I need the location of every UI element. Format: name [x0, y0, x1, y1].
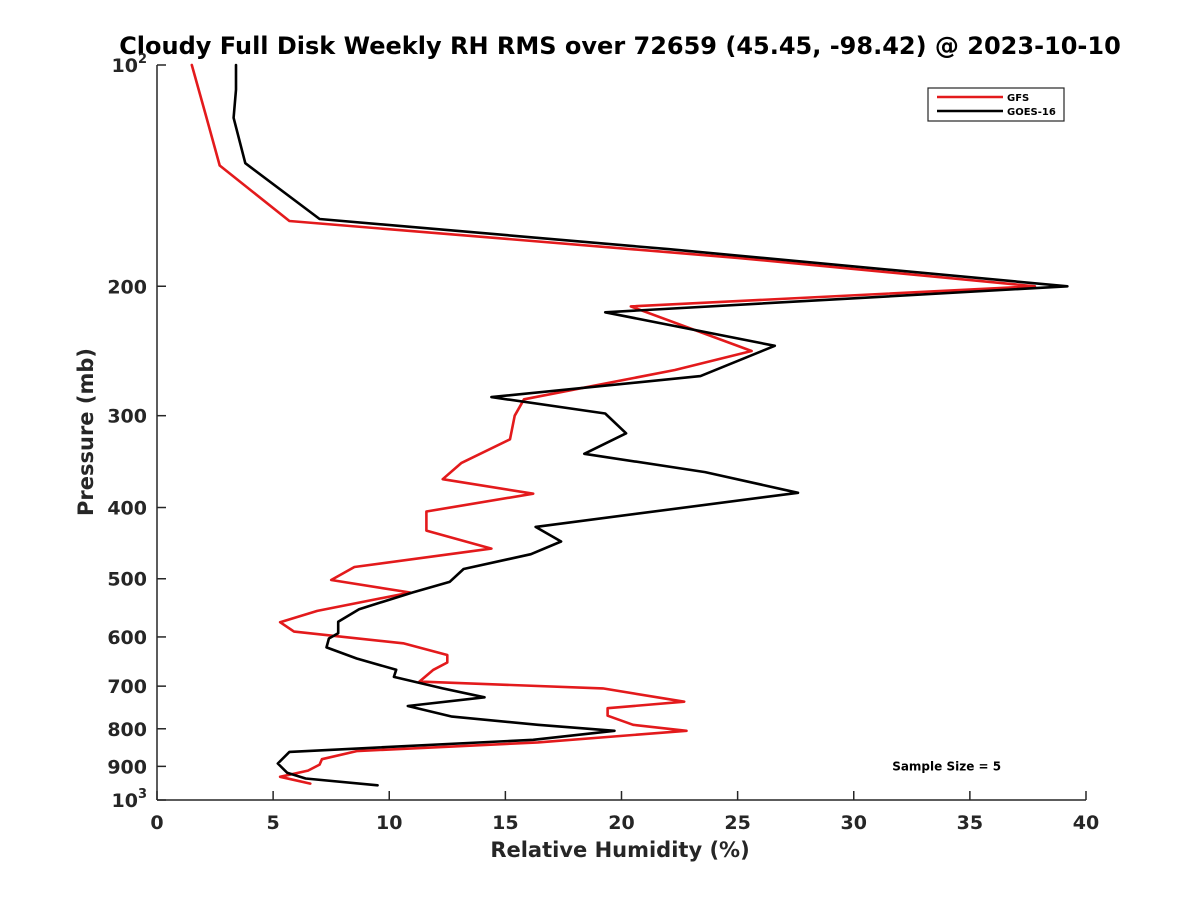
legend-label: GOES-16	[1007, 107, 1056, 118]
x-tick-label: 5	[267, 812, 280, 834]
y-tick-exponent: 3	[138, 787, 147, 802]
y-tick-label: 102	[112, 52, 148, 77]
y-tick-label: 900	[107, 756, 147, 778]
x-tick-label: 20	[608, 812, 634, 834]
x-tick-label: 35	[957, 812, 983, 834]
x-axis-label: Relative Humidity (%)	[490, 838, 749, 862]
y-tick-label: 500	[107, 569, 147, 591]
x-tick-label: 25	[724, 812, 750, 834]
series-line-goes-16	[232, 63, 1069, 787]
y-axis-label: Pressure (mb)	[74, 348, 98, 516]
x-tick-label: 40	[1073, 812, 1099, 834]
x-tick-label: 15	[492, 812, 518, 834]
y-tick-label: 700	[107, 676, 147, 698]
y-tick-label: 600	[107, 627, 147, 649]
axes: 0 5 10 15 20 25 30 35 40 102 200 300 400 500 600 700 800…	[107, 52, 1099, 834]
legend-box	[927, 87, 1065, 122]
y-tick-exponent: 2	[138, 52, 147, 67]
annotations: Sample Size = 5	[892, 759, 1001, 773]
y-tick-label: 400	[107, 498, 147, 520]
y-tick-label: 800	[107, 719, 147, 741]
x-tick-label: 10	[376, 812, 402, 834]
chart-title: Cloudy Full Disk Weekly RH RMS over 7265…	[119, 32, 1121, 60]
sample-size-annotation: Sample Size = 5	[892, 759, 1001, 773]
legend: GFS GOES-16	[927, 87, 1065, 122]
y-tick-label: 300	[107, 406, 147, 428]
x-tick-label: 0	[150, 812, 163, 834]
x-tick-label: 30	[841, 812, 867, 834]
legend-label: GFS	[1007, 93, 1029, 104]
plot-area	[190, 63, 1069, 787]
series-line-gfs	[190, 63, 1037, 785]
y-tick-label: 200	[107, 276, 147, 298]
